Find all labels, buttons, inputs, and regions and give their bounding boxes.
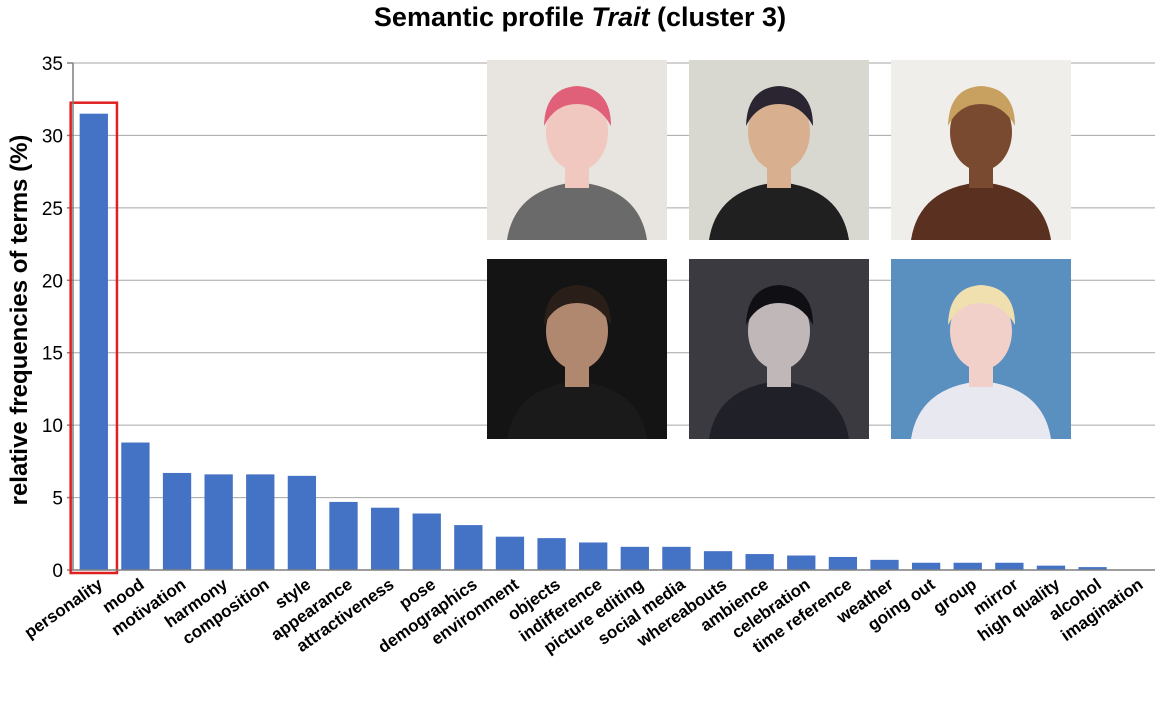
y-tick-label: 25 (42, 199, 63, 220)
bar-high-quality (1036, 565, 1066, 570)
bar-weather (870, 559, 899, 570)
bar-style (287, 475, 317, 570)
y-tick-label: 30 (42, 126, 63, 147)
bar-ambience (745, 554, 774, 570)
bar-harmony (204, 474, 233, 570)
bar-alcohol (1078, 567, 1107, 570)
x-tick-label: group (930, 575, 980, 618)
photo-sunglasses-woman (891, 60, 1071, 240)
bar-composition (246, 474, 275, 570)
bar-personality (79, 113, 108, 570)
bar-going-out (911, 562, 941, 570)
photo-dark-man (487, 259, 667, 439)
y-axis-label: relative frequencies of terms (%) (6, 135, 33, 506)
y-tick-label: 20 (42, 271, 63, 292)
y-tick-label: 15 (42, 344, 63, 365)
photo-hat-man (689, 60, 869, 240)
bar-environment (495, 536, 525, 570)
bar-attractiveness (370, 507, 400, 570)
bar-pose (412, 513, 441, 570)
bars (79, 113, 1107, 570)
bar-motivation (162, 472, 192, 570)
photo-pink-hair-selfie (487, 60, 667, 240)
bar-appearance (329, 501, 358, 570)
y-axis-ticks: 0 5 10 15 20 25 30 35 (42, 54, 73, 582)
y-tick-label: 35 (42, 54, 63, 75)
bar-picture-editing (620, 546, 649, 570)
bar-group (953, 562, 982, 570)
bar-objects (537, 538, 566, 570)
photo-bookshelf-woman (689, 259, 869, 439)
x-axis-category-labels: personalitymoodmotivationharmonycomposit… (21, 574, 1147, 657)
y-tick-label: 5 (52, 489, 63, 510)
title-suffix: (cluster 3) (649, 2, 787, 32)
highlight-box (69, 101, 119, 575)
bar-indifference (579, 542, 608, 570)
x-tick-label: personality (21, 574, 107, 642)
photo-veil-person (891, 259, 1071, 439)
chart-title: Semantic profile Trait (cluster 3) (0, 2, 1160, 33)
bar-mood (121, 442, 150, 570)
y-tick-label: 10 (42, 416, 63, 437)
bar-demographics (454, 525, 483, 570)
y-tick-label: 0 (52, 561, 63, 582)
bar-whereabouts (703, 551, 733, 570)
title-emphasis: Trait (591, 2, 650, 32)
bar-mirror (995, 562, 1024, 570)
title-prefix: Semantic profile (373, 2, 592, 32)
bar-time-reference (828, 556, 858, 570)
bar-celebration (787, 555, 816, 570)
bar-social-media (662, 546, 691, 570)
